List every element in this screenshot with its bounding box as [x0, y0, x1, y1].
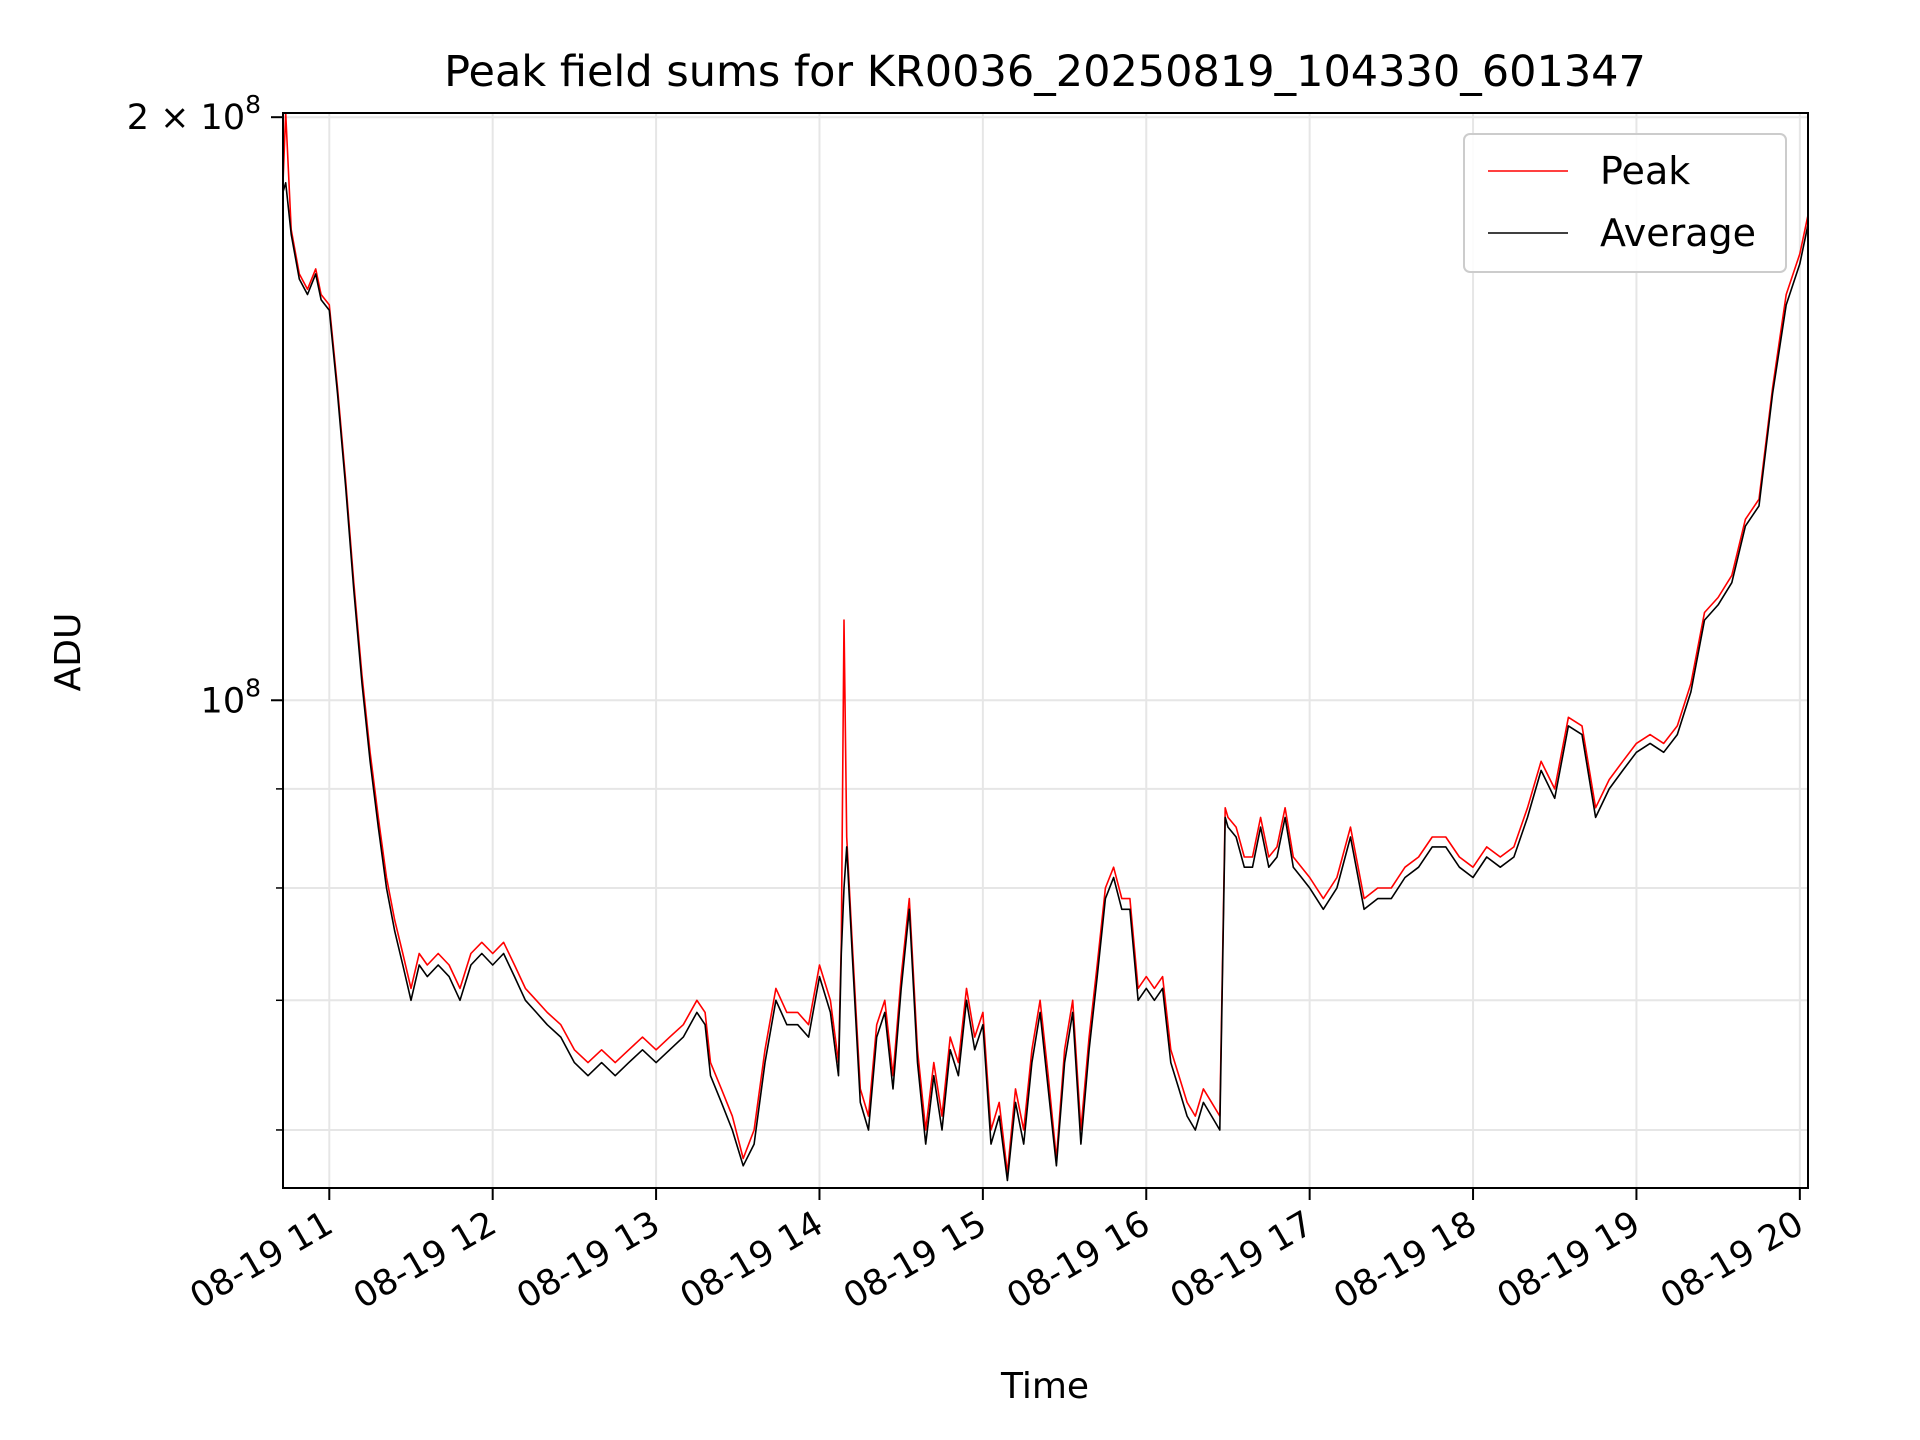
chart-title: Peak field sums for KR0036_20250819_1043… — [444, 47, 1646, 97]
series-layer — [282, 112, 1809, 1182]
legend-label-average: Average — [1600, 211, 1756, 255]
legend-label-peak: Peak — [1600, 149, 1690, 193]
y-axis: 108 2 × 108 — [127, 90, 283, 1131]
series-line-average — [282, 182, 1809, 1182]
x-axis-label: Time — [1000, 1366, 1089, 1407]
y-tick-label: 108 — [201, 673, 261, 721]
grid — [283, 113, 1808, 1188]
plot-frame — [282, 112, 1809, 1189]
legend-box — [1463, 133, 1787, 273]
legend: Peak Average — [1463, 133, 1787, 273]
y-axis-label: ADU — [48, 613, 89, 692]
series-line-peak — [282, 112, 1809, 1174]
plot-area — [283, 113, 1808, 1188]
y-tick-label: 2 × 108 — [127, 90, 261, 138]
